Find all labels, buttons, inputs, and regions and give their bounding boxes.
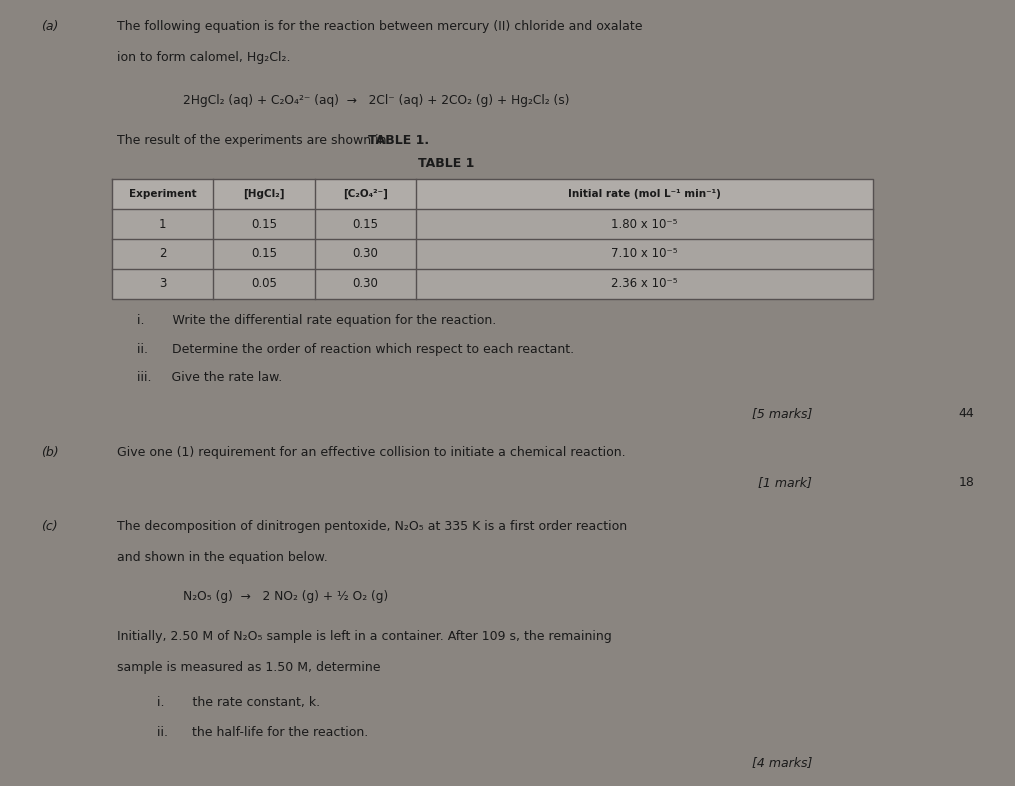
Text: ii.      the half-life for the reaction.: ii. the half-life for the reaction. (157, 726, 368, 740)
Text: 0.15: 0.15 (251, 248, 277, 260)
Text: 44: 44 (958, 407, 974, 421)
Text: iii.     Give the rate law.: iii. Give the rate law. (137, 371, 282, 384)
Text: (b): (b) (41, 446, 58, 460)
Text: 0.30: 0.30 (352, 248, 379, 260)
Text: 0.05: 0.05 (251, 277, 277, 290)
Text: and shown in the equation below.: and shown in the equation below. (117, 551, 328, 564)
Text: [4 marks]: [4 marks] (752, 756, 812, 769)
Text: [5 marks]: [5 marks] (752, 407, 812, 421)
Bar (112, 209, 873, 239)
Text: (a): (a) (41, 20, 58, 33)
Text: TABLE 1.: TABLE 1. (368, 134, 429, 147)
Text: 0.30: 0.30 (352, 277, 379, 290)
Text: ii.      Determine the order of reaction which respect to each reactant.: ii. Determine the order of reaction whic… (137, 343, 574, 356)
Text: N₂O₅ (g)  →   2 NO₂ (g) + ½ O₂ (g): N₂O₅ (g) → 2 NO₂ (g) + ½ O₂ (g) (183, 590, 388, 604)
Text: sample is measured as 1.50 M, determine: sample is measured as 1.50 M, determine (117, 661, 381, 674)
Text: 1.80 x 10⁻⁵: 1.80 x 10⁻⁵ (611, 218, 678, 230)
Text: 0.15: 0.15 (352, 218, 379, 230)
Text: The decomposition of dinitrogen pentoxide, N₂O₅ at 335 K is a first order reacti: The decomposition of dinitrogen pentoxid… (117, 520, 627, 533)
Text: (c): (c) (41, 520, 57, 533)
Text: 2.36 x 10⁻⁵: 2.36 x 10⁻⁵ (611, 277, 678, 290)
Text: i.       Write the differential rate equation for the reaction.: i. Write the differential rate equation … (137, 314, 496, 328)
Text: Give one (1) requirement for an effective collision to initiate a chemical react: Give one (1) requirement for an effectiv… (117, 446, 625, 460)
Text: 7.10 x 10⁻⁵: 7.10 x 10⁻⁵ (611, 248, 678, 260)
Bar (112, 179, 873, 209)
Text: i.       the rate constant, k.: i. the rate constant, k. (157, 696, 321, 710)
Text: Initially, 2.50 M of N₂O₅ sample is left in a container. After 109 s, the remain: Initially, 2.50 M of N₂O₅ sample is left… (117, 630, 611, 643)
Text: [C₂O₄²⁻]: [C₂O₄²⁻] (343, 189, 388, 200)
Text: [1 mark]: [1 mark] (758, 476, 812, 490)
Text: 2: 2 (158, 248, 166, 260)
Bar (112, 269, 873, 299)
Text: 1: 1 (158, 218, 166, 230)
Text: ion to form calomel, Hg₂Cl₂.: ion to form calomel, Hg₂Cl₂. (117, 51, 290, 64)
Text: Experiment: Experiment (129, 189, 196, 199)
Text: [HgCl₂]: [HgCl₂] (244, 189, 284, 200)
Text: 3: 3 (158, 277, 166, 290)
Text: TABLE 1: TABLE 1 (418, 157, 475, 171)
Bar (112, 239, 873, 269)
Text: 0.15: 0.15 (251, 218, 277, 230)
Text: 2HgCl₂ (aq) + C₂O₄²⁻ (aq)  →   2Cl⁻ (aq) + 2CO₂ (g) + Hg₂Cl₂ (s): 2HgCl₂ (aq) + C₂O₄²⁻ (aq) → 2Cl⁻ (aq) + … (183, 94, 569, 108)
Text: Initial rate (mol L⁻¹ min⁻¹): Initial rate (mol L⁻¹ min⁻¹) (568, 189, 721, 199)
Text: The result of the experiments are shown in: The result of the experiments are shown … (117, 134, 390, 147)
Text: The following equation is for the reaction between mercury (II) chloride and oxa: The following equation is for the reacti… (117, 20, 642, 33)
Text: 18: 18 (958, 476, 974, 490)
